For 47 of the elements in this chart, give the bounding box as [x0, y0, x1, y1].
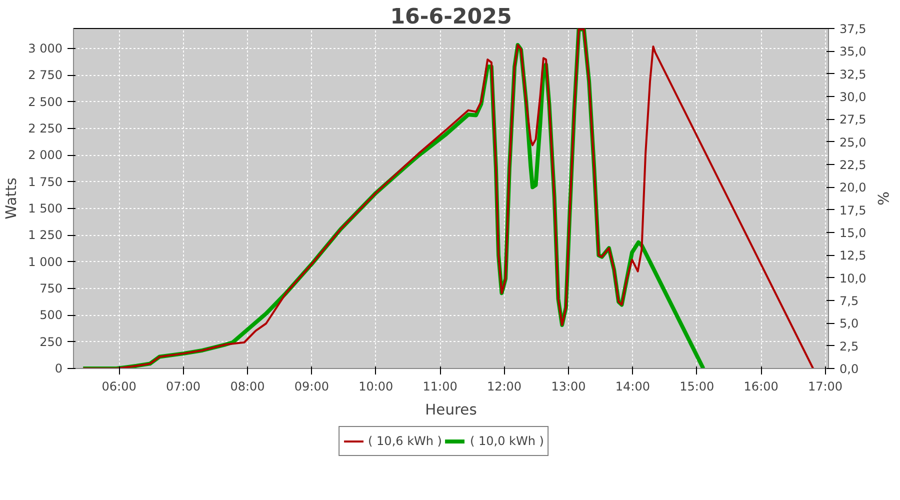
- y2-tick-label: 15,0: [840, 226, 866, 240]
- x-tick-label: 09:00: [294, 380, 329, 394]
- x-tick-label: 06:00: [102, 380, 136, 394]
- legend-label: ( 10,6 kWh ): [368, 434, 442, 448]
- y2-tick-label: 30,0: [840, 90, 866, 104]
- y2-tick-label: 10,0: [840, 271, 866, 286]
- y-tick-label: 2 500: [28, 94, 63, 109]
- y-tick-label: 1 250: [28, 228, 63, 242]
- y2-tick-label: 37,5: [840, 22, 866, 36]
- x-tick-label: 13:00: [551, 380, 586, 394]
- y2-tick-label: 2,5: [840, 339, 859, 354]
- x-tick-label: 12:00: [486, 380, 522, 394]
- y-tick-label: 500: [40, 308, 62, 322]
- x-tick-label: 10:00: [358, 380, 394, 394]
- y-tick-label: 250: [40, 334, 62, 349]
- y2-tick-label: 5,0: [840, 316, 859, 331]
- x-tick-label: 17:00: [808, 380, 843, 394]
- x-tick-label: 08:00: [230, 380, 265, 394]
- y2-tick-label: 25,0: [840, 135, 866, 150]
- y2-axis-title: %: [874, 192, 892, 206]
- y2-tick-label: 7,5: [840, 294, 859, 308]
- y2-tick-label: 0,0: [840, 362, 859, 376]
- x-tick-label: 07:00: [166, 380, 201, 394]
- y-tick-label: 1 500: [28, 202, 63, 216]
- y-tick-label: 3 000: [28, 42, 63, 56]
- legend-label: ( 10,0 kWh ): [470, 434, 544, 448]
- y-tick-label: 2 000: [28, 148, 63, 162]
- y-tick-label: 750: [40, 282, 62, 296]
- y2-tick-label: 22,5: [840, 158, 866, 172]
- y2-tick-label: 12,5: [840, 248, 866, 263]
- y2-tick-label: 20,0: [840, 180, 866, 195]
- y2-tick-label: 27,5: [840, 112, 866, 127]
- y-tick-label: 1 750: [28, 174, 63, 189]
- y-tick-label: 2 250: [28, 122, 63, 136]
- x-tick-label: 14:00: [615, 380, 650, 394]
- y2-tick-label: 35,0: [840, 44, 866, 59]
- chart-title: 16-6-2025: [390, 4, 512, 30]
- y2-tick-label: 32,5: [840, 67, 866, 82]
- y-tick-label: 1 000: [28, 254, 63, 269]
- y-tick-label: 2 750: [28, 68, 63, 82]
- x-tick-label: 15:00: [680, 380, 714, 394]
- y-tick-label: 0: [54, 362, 63, 376]
- y-axis-title: Watts: [3, 178, 20, 220]
- x-tick-label: 11:00: [422, 380, 458, 394]
- x-tick-label: 16:00: [744, 380, 778, 394]
- x-axis-title: Heures: [425, 402, 477, 418]
- y2-tick-label: 17,5: [840, 203, 866, 218]
